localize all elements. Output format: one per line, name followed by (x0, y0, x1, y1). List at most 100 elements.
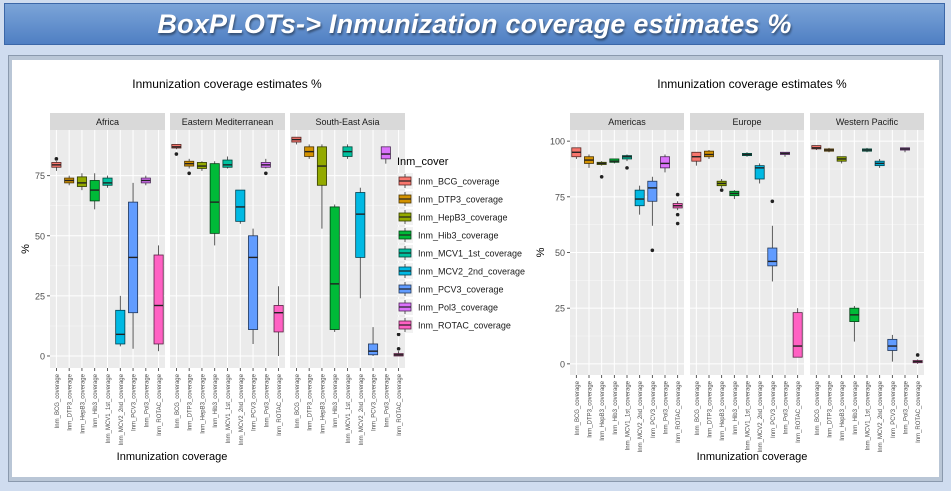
x-tick-label: Inm_HepB3_coverage (200, 373, 206, 433)
outlier-point (174, 152, 179, 156)
facet-strip (50, 113, 165, 130)
chart-title: Inmunization coverage estimates % (132, 77, 322, 91)
legend-label: Inm_Pol3_coverage (418, 303, 498, 313)
box-inm-dtp3-coverage (704, 150, 714, 159)
outlier-point (719, 188, 724, 192)
legend-label: Inm_BCG_coverage (418, 177, 500, 187)
legend-label: Inm_ROTAC_coverage (418, 321, 511, 331)
box-inm-mcv1-1st-coverage (742, 152, 752, 157)
outlier-point (675, 192, 680, 197)
y-tick-label: 100 (550, 137, 565, 147)
x-tick-label: Inm_PCV3_coverage (132, 373, 138, 431)
outlier-point (396, 346, 401, 351)
box-iqr (660, 156, 670, 169)
box-iqr (209, 163, 220, 234)
x-tick-label: Inm_DTP3_coverage (308, 373, 314, 430)
box-inm-hepb3-coverage (196, 161, 207, 171)
x-tick-label: Inm_BCG_coverage (175, 373, 181, 428)
x-tick-label: Inm_MCV2_2nd_coverage (878, 380, 884, 452)
box-iqr (380, 146, 391, 160)
box-iqr (76, 176, 87, 187)
box-inm-hib3-coverage (329, 204, 340, 332)
legend-title: Inm_cover (397, 156, 449, 168)
x-tick-label: Inm_PCV3_coverage (891, 380, 897, 438)
x-tick-label: Inm_ROTAC_coverage (796, 380, 802, 443)
box-inm-pcv3-coverage (887, 334, 898, 362)
box-inm-mcv1-1st-coverage (222, 156, 233, 169)
outlier-point (264, 171, 268, 176)
banner-title: BoxPLOTs-> Inmunization coverage estimat… (157, 8, 792, 39)
box-inm-mcv2-2nd-coverage (115, 295, 126, 347)
box-inm-pol3-coverage (380, 146, 391, 164)
facet-label: Western Pacific (836, 117, 899, 127)
facet-label: Eastern Mediterranean (182, 117, 274, 127)
x-tick-label: Inm_MCV2_2nd_coverage (638, 380, 644, 452)
x-tick-label: Inm_Pol3_coverage (384, 373, 390, 427)
x-tick-label: Inm_PCV3_coverage (651, 380, 657, 438)
box-iqr (647, 180, 658, 202)
x-tick-label: Inm_DTP3_coverage (68, 373, 74, 430)
x-tick-label: Inm_ROTAC_coverage (916, 380, 922, 443)
x-tick-label: Inm_PCV3_coverage (252, 373, 258, 431)
box-inm-dtp3-coverage (824, 147, 834, 153)
facet-label: Africa (96, 117, 119, 127)
facet-strip (810, 113, 924, 130)
facet-strip (690, 113, 804, 130)
x-tick-label: Inm_Hib3_coverage (333, 373, 339, 427)
outlier-point (915, 353, 920, 357)
x-tick-label: Inm_HepB3_coverage (320, 373, 326, 433)
box-inm-hepb3-coverage (836, 156, 847, 164)
legend-item: Inm_PCV3_coverage (397, 281, 504, 297)
box-iqr (792, 312, 803, 358)
outlier-point (396, 332, 401, 337)
outlier-point (625, 166, 629, 170)
x-tick-label: Inm_DTP3_coverage (588, 380, 594, 437)
box-iqr (767, 247, 778, 267)
x-tick-label: Inm_MCV2_2nd_coverage (239, 373, 245, 445)
x-tick-label: Inm_Pol3_coverage (784, 380, 790, 434)
x-tick-label: Inm_MCV1_1st_coverage (746, 380, 752, 450)
box-iqr (754, 165, 765, 180)
y-tick-label: 0 (560, 359, 565, 369)
box-inm-bcg-coverage (291, 136, 302, 145)
box-inm-dtp3-coverage (584, 154, 594, 168)
box-iqr (248, 235, 259, 330)
box-inm-bcg-coverage (171, 144, 182, 156)
x-tick-label: Inm_MCV1_1st_coverage (226, 373, 232, 443)
legend-item: Inm_MCV1_1st_coverage (397, 245, 522, 261)
legend-item: Inm_Pol3_coverage (397, 299, 498, 315)
x-tick-label: Inm_MCV1_1st_coverage (866, 380, 872, 450)
x-tick-label: Inm_ROTAC_coverage (157, 373, 163, 436)
x-tick-label: Inm_HepB3_coverage (600, 380, 606, 440)
x-tick-label: Inm_Hib3_coverage (93, 373, 99, 427)
box-inm-pol3-coverage (660, 154, 670, 173)
x-tick-label: Inm_PCV3_coverage (372, 373, 378, 431)
x-tick-label: Inm_BCG_coverage (815, 380, 821, 435)
box-inm-pol3-coverage (780, 151, 790, 157)
chart-title: Inmunization coverage estimates % (657, 77, 847, 91)
box-inm-pcv3-coverage (767, 199, 778, 282)
x-tick-label: Inm_Hib3_coverage (213, 373, 219, 427)
x-tick-label: Inm_BCG_coverage (55, 373, 61, 428)
box-iqr (634, 189, 645, 207)
box-inm-rotac-coverage (792, 308, 803, 358)
x-axis-label: Inmunization coverage (117, 451, 228, 463)
box-inm-hepb3-coverage (76, 173, 87, 191)
box-inm-pol3-coverage (140, 175, 151, 186)
y-tick-label: 75 (555, 192, 565, 202)
box-inm-bcg-coverage (811, 145, 822, 151)
x-tick-label: Inm_DTP3_coverage (708, 380, 714, 437)
facet-strip (290, 113, 405, 130)
x-axis-label: Inmunization coverage (697, 451, 808, 463)
facet-strip (570, 113, 684, 130)
x-tick-label: Inm_ROTAC_coverage (397, 373, 403, 436)
x-tick-label: Inm_HepB3_coverage (80, 373, 86, 433)
box-iqr (153, 254, 164, 345)
box-inm-bcg-coverage (571, 147, 582, 159)
box-inm-bcg-coverage (691, 151, 702, 166)
box-inm-hib3-coverage (609, 158, 620, 164)
box-inm-pol3-coverage (260, 158, 271, 176)
box-iqr (222, 159, 233, 168)
box-iqr (329, 206, 340, 330)
legend-item: Inm_HepB3_coverage (397, 209, 508, 225)
